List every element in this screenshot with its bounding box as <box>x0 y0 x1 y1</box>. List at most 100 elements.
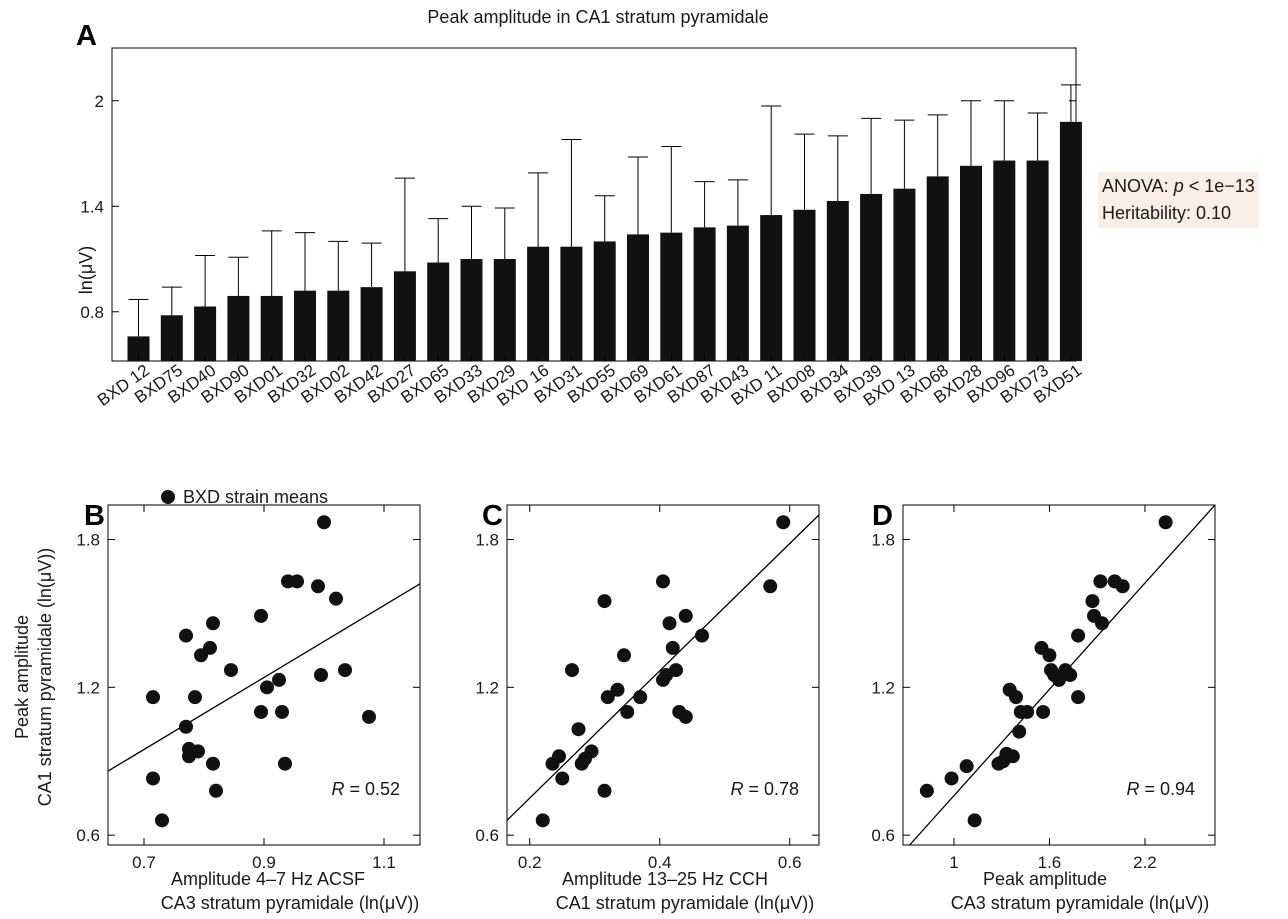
anova-prefix: ANOVA: <box>1102 176 1174 196</box>
anova-value: < 1e−13 <box>1183 176 1255 196</box>
data-point <box>1036 704 1051 719</box>
panel-b-scatter: B BXD strain means Peak amplitude CA1 st… <box>12 487 421 913</box>
panel-c-axes-frame <box>506 504 820 846</box>
bar <box>460 259 483 361</box>
bar <box>726 225 749 361</box>
bar <box>627 234 649 361</box>
panel-a-ytick-label: 1.4 <box>80 197 104 216</box>
data-point <box>1020 704 1035 719</box>
data-point <box>1063 668 1078 682</box>
data-point <box>665 640 680 655</box>
data-point <box>1094 616 1109 631</box>
data-point <box>678 709 693 724</box>
ytick-label: 0.6 <box>475 826 499 845</box>
data-point <box>656 574 670 589</box>
data-point <box>209 783 223 798</box>
panel-d-x-axis-label-line1: Peak amplitude <box>983 869 1107 889</box>
data-point <box>1158 515 1173 530</box>
panel-letter-c: C <box>482 500 503 532</box>
panel-b-x-axis-label-line1: Amplitude 4–7 Hz ACSF <box>171 869 365 889</box>
panel-d-x-axis-label-line2: CA3 stratum pyramidale (ln(μV)) <box>951 893 1209 913</box>
data-point <box>617 648 631 663</box>
data-point <box>584 744 599 759</box>
data-point <box>1005 749 1020 764</box>
data-point <box>275 704 289 719</box>
data-point <box>1071 690 1086 705</box>
regression-line <box>107 583 421 772</box>
bar <box>427 262 450 361</box>
data-point <box>1042 648 1057 663</box>
data-point <box>600 690 615 705</box>
ytick-label: 1.2 <box>76 678 100 697</box>
data-point <box>967 813 982 828</box>
panel-c-r-value: R = 0.78 <box>730 779 799 799</box>
data-point <box>678 608 693 623</box>
bar <box>1026 160 1049 361</box>
legend-label: BXD strain means <box>183 487 328 507</box>
ytick-label: 1.2 <box>871 678 895 697</box>
ytick-label: 0.6 <box>871 826 895 845</box>
regression-line <box>506 514 820 821</box>
xtick-label: 0.7 <box>132 853 156 872</box>
panel-a-y-axis-label: ln(μV) <box>76 246 96 294</box>
panel-b-points <box>146 515 376 828</box>
data-point <box>662 616 677 631</box>
panel-a-ytick-label: 2 <box>95 92 104 111</box>
data-point <box>329 591 343 606</box>
data-point <box>571 722 586 737</box>
ytick-label: 1.8 <box>76 530 100 549</box>
panel-c-x-axis-label-line1: Amplitude 13–25 Hz CCH <box>562 869 768 889</box>
data-point <box>224 663 238 678</box>
panel-letter-a: A <box>76 20 97 52</box>
panel-b-y-axis-label-line2: CA1 stratum pyramidale (ln(μV)) <box>35 548 55 806</box>
panel-c-points <box>535 515 791 828</box>
ytick-label: 0.6 <box>76 826 100 845</box>
data-point <box>254 704 268 719</box>
data-point <box>597 594 612 609</box>
ytick-label: 1.8 <box>871 530 895 549</box>
data-point <box>695 628 709 643</box>
panel-a-bar-chart: A Peak amplitude in CA1 stratum pyramida… <box>76 7 1085 410</box>
panel-a-y-ticks: 0.8 1.4 2 <box>80 92 1076 322</box>
data-point <box>206 756 220 771</box>
bar <box>860 193 883 361</box>
xtick-label: 1 <box>949 853 958 872</box>
xtick-label: 1.6 <box>1038 853 1062 872</box>
legend-marker <box>161 490 175 504</box>
data-point <box>311 579 325 594</box>
data-point <box>555 771 570 786</box>
data-point <box>1012 724 1027 739</box>
anova-text: ANOVA: p < 1e−13 <box>1102 173 1255 200</box>
panel-a-bars <box>127 84 1082 361</box>
data-point <box>610 682 625 697</box>
data-point <box>620 704 635 719</box>
bar <box>493 259 516 361</box>
data-point <box>944 771 959 786</box>
data-point <box>597 783 612 798</box>
bar <box>793 209 816 361</box>
data-point <box>1009 690 1024 705</box>
bar <box>993 160 1016 361</box>
panel-b-x-axis-label-line2: CA3 stratum pyramidale (ln(μV)) <box>161 893 419 913</box>
data-point <box>254 608 268 623</box>
panel-d-points <box>919 515 1173 828</box>
data-point <box>146 690 160 705</box>
bar <box>893 188 916 361</box>
bar <box>760 215 783 361</box>
panel-a-title: Peak amplitude in CA1 stratum pyramidale <box>427 7 768 27</box>
panel-b-fit-line <box>107 583 421 772</box>
bar <box>360 287 383 361</box>
heritability-text: Heritability: 0.10 <box>1102 203 1232 223</box>
data-point <box>314 668 328 682</box>
data-point <box>278 756 292 771</box>
xtick-label: 2.2 <box>1133 853 1157 872</box>
data-point <box>1093 574 1108 589</box>
bar <box>327 290 350 361</box>
bar <box>260 295 283 361</box>
data-point <box>633 690 648 705</box>
panel-b-r-value: R = 0.52 <box>331 779 400 799</box>
data-point <box>959 759 974 774</box>
data-point <box>552 749 566 764</box>
panel-c-fit-line <box>506 514 820 821</box>
